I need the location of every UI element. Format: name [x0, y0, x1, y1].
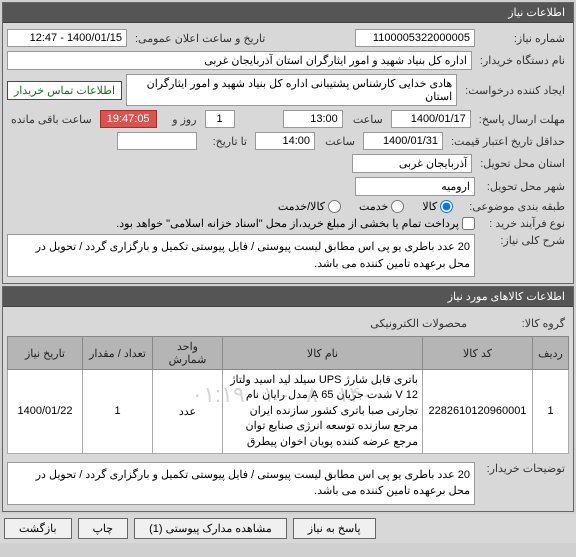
- answer-button[interactable]: پاسخ به نیاز: [293, 518, 376, 539]
- deadline-label: مهلت ارسال پاسخ:: [475, 113, 569, 126]
- th-row: ردیف: [533, 337, 569, 370]
- cell-row: 1: [533, 370, 569, 454]
- back-button[interactable]: بازگشت: [4, 518, 72, 539]
- days-label: روز و: [161, 113, 201, 126]
- process-label: نوع فرآیند خرید :: [479, 217, 569, 230]
- buyer-org-value: اداره کل بنیاد شهید و امور ایثارگران است…: [7, 51, 472, 70]
- items-table: ردیف کد کالا نام کالا واحد شمارش تعداد /…: [7, 336, 569, 454]
- validity-time: 14:00: [255, 132, 315, 150]
- buyer-notes-value: 20 عدد باطری یو پی اس مطابق لیست پیوستی …: [7, 462, 475, 505]
- remain-label: ساعت باقی مانده: [7, 113, 96, 126]
- th-name: نام کالا: [223, 337, 423, 370]
- deadline-date: 1400/01/17: [391, 110, 471, 128]
- group-value: محصولات الکترونیکی: [362, 313, 475, 334]
- need-items-panel: اطلاعات کالاهای مورد نیاز گروه کالا: محص…: [2, 286, 574, 512]
- attachments-button[interactable]: مشاهده مدارک پیوستی (1): [134, 518, 287, 539]
- radio-goods-service-input[interactable]: [328, 200, 341, 213]
- th-unit: واحد شمارش: [153, 337, 223, 370]
- buyer-org-label: نام دستگاه خریدار:: [476, 54, 569, 67]
- validity-date: 1400/01/31: [363, 132, 443, 150]
- countdown-timer: 19:47:05: [100, 110, 157, 128]
- buyer-notes-label: توضیحات خریدار:: [479, 462, 569, 475]
- delivery-city-value: ارومیه: [355, 177, 475, 196]
- radio-goods[interactable]: کالا: [422, 200, 453, 213]
- category-label: طبقه بندی موضوعی:: [465, 200, 569, 213]
- desc-value: 20 عدد باطری یو پی اس مطابق لیست پیوستی …: [7, 234, 475, 277]
- validity-label: حداقل تاریخ اعتبار قیمت:: [447, 135, 569, 148]
- process-checkbox[interactable]: [462, 217, 475, 230]
- cell-unit: عدد: [153, 370, 223, 454]
- to-date-value: [117, 132, 197, 150]
- to-date-label: تا تاریخ:: [201, 135, 251, 148]
- creator-label: ایجاد کننده درخواست:: [461, 84, 569, 97]
- creator-value: هادی خدایی کارشناس پشتیبانی اداره کل بنی…: [126, 74, 457, 106]
- radio-goods-label: کالا: [422, 200, 437, 213]
- radio-goods-input[interactable]: [440, 200, 453, 213]
- announce-value: 1400/01/15 - 12:47: [7, 29, 127, 47]
- cell-code: 2282610120960001: [423, 370, 533, 454]
- radio-service[interactable]: خدمت: [359, 200, 404, 213]
- print-button[interactable]: چاپ: [78, 518, 129, 539]
- delivery-city-label: شهر محل تحویل:: [479, 180, 569, 193]
- category-radio-group: کالا خدمت کالا/خدمت: [278, 200, 461, 213]
- table-row: 1 2282610120960001 باتری قابل شارژ UPS س…: [8, 370, 569, 454]
- th-code: کد کالا: [423, 337, 533, 370]
- days-count: 1: [205, 110, 235, 128]
- th-qty: تعداد / مقدار: [83, 337, 153, 370]
- table-header-row: ردیف کد کالا نام کالا واحد شمارش تعداد /…: [8, 337, 569, 370]
- need-info-panel: اطلاعات نیاز شماره نیاز: 110000532200000…: [2, 2, 574, 284]
- cell-date: 1400/01/22: [8, 370, 83, 454]
- cell-qty: 1: [83, 370, 153, 454]
- desc-label: شرح کلی نیاز:: [479, 234, 569, 247]
- need-info-header: اطلاعات نیاز: [3, 3, 573, 23]
- radio-service-label: خدمت: [359, 200, 388, 213]
- need-number-label: شماره نیاز:: [479, 32, 569, 45]
- group-label: گروه کالا:: [479, 317, 569, 330]
- cell-name: باتری قابل شارژ UPS سیلد لید اسید ولتاژ …: [223, 370, 423, 454]
- radio-goods-service[interactable]: کالا/خدمت: [278, 200, 341, 213]
- contact-buyer-button[interactable]: اطلاعات تماس خریدار: [7, 81, 122, 100]
- need-number-value: 1100005322000005: [355, 29, 475, 47]
- process-checkbox-item[interactable]: پرداخت تمام یا بخشی از مبلغ خرید،از محل …: [116, 217, 475, 230]
- time-label-2: ساعت: [319, 135, 359, 148]
- process-note: پرداخت تمام یا بخشی از مبلغ خرید،از محل …: [116, 217, 459, 230]
- deadline-time: 13:00: [283, 110, 343, 128]
- delivery-province-label: استان محل تحویل:: [476, 157, 569, 170]
- radio-service-input[interactable]: [391, 200, 404, 213]
- need-items-header: اطلاعات کالاهای مورد نیاز: [3, 287, 573, 307]
- delivery-province-value: آذربایجان غربی: [352, 154, 472, 173]
- announce-label: تاریخ و ساعت اعلان عمومی:: [131, 32, 351, 45]
- th-date: تاریخ نیاز: [8, 337, 83, 370]
- radio-goods-service-label: کالا/خدمت: [278, 200, 325, 213]
- time-label-1: ساعت: [347, 113, 387, 126]
- footer-buttons: پاسخ به نیاز مشاهده مدارک پیوستی (1) چاپ…: [0, 514, 576, 543]
